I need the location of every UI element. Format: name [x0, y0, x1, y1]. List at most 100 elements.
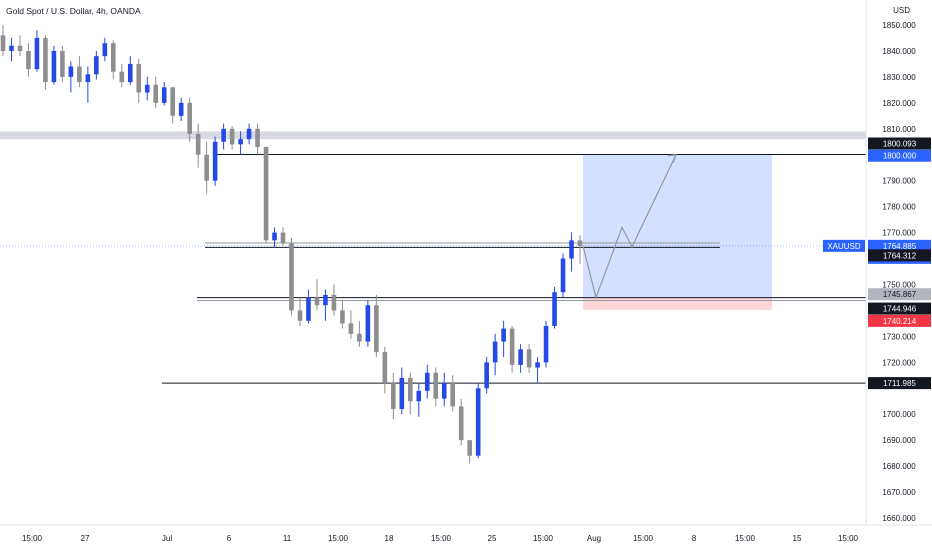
candle-body: [433, 372, 439, 399]
x-tick-label: 27: [81, 534, 90, 543]
candle-body: [9, 45, 14, 51]
candle-body: [306, 297, 311, 321]
price-label: 1740.214: [883, 317, 917, 326]
candle-body: [560, 258, 566, 293]
price-label: 1711.985: [883, 379, 916, 388]
y-tick-label: 1670.000: [882, 488, 916, 497]
candle-body: [246, 128, 252, 140]
price-label: 1800.093: [883, 139, 917, 148]
y-tick-label: 1680.000: [882, 462, 916, 471]
candle-body: [569, 240, 574, 259]
candle-body: [17, 45, 23, 51]
candle-body: [195, 133, 201, 155]
candle-body: [229, 128, 235, 145]
y-tick-label: 1830.000: [882, 73, 916, 82]
candle-body: [475, 388, 481, 456]
price-label: 1764.312: [883, 251, 917, 260]
candle-body: [365, 305, 371, 342]
candle-body: [458, 406, 464, 441]
candle-body: [212, 141, 218, 181]
candle-body: [492, 341, 498, 363]
candle-body: [348, 323, 354, 334]
x-tick-label: 15:00: [838, 534, 859, 543]
candle-body: [119, 71, 125, 83]
candle-body: [577, 240, 583, 246]
candle-body: [221, 128, 226, 142]
price-label-box: [868, 288, 931, 301]
candle-body: [51, 50, 57, 83]
candle-body: [526, 349, 532, 368]
candle-body: [357, 333, 362, 342]
price-label-box: [868, 302, 931, 315]
candle-body: [204, 154, 209, 181]
x-tick-label: 6: [227, 534, 232, 543]
x-tick-label: 8: [692, 534, 697, 543]
candle-body: [272, 232, 277, 241]
price-label-box: [823, 239, 865, 252]
price-label: 1764.885: [883, 242, 917, 251]
candle-body: [467, 440, 472, 456]
candle-body: [161, 87, 167, 103]
candle-body: [34, 37, 40, 70]
candle-body: [85, 74, 91, 83]
price-label: 1800.000: [883, 152, 917, 161]
price-label-box: [868, 137, 931, 150]
x-tick-label: 18: [385, 534, 394, 543]
candle-body: [543, 325, 549, 363]
candle-body: [43, 37, 48, 83]
y-tick-label: 1730.000: [882, 332, 916, 341]
candle-body: [484, 362, 489, 389]
projection-path: [582, 154, 677, 300]
x-tick-label: 15:00: [431, 534, 452, 543]
y-tick-label: 1840.000: [882, 47, 916, 56]
x-tick-label: 11: [283, 534, 292, 543]
candle-body: [60, 50, 65, 77]
x-tick-label: 15:00: [328, 534, 349, 543]
candle-body: [289, 242, 294, 311]
candle-body: [441, 383, 447, 399]
position-profit-zone: [583, 154, 772, 298]
x-tick-label: 25: [488, 534, 497, 543]
y-tick-label: 1820.000: [882, 99, 916, 108]
chart-title: Gold Spot / U.S. Dollar, 4h, OANDA: [6, 6, 141, 16]
price-label-box: [868, 149, 931, 162]
candle-body: [144, 84, 150, 93]
candle-body: [331, 294, 337, 311]
price-label: 1744.946: [883, 305, 917, 314]
resistance-zone: [0, 131, 866, 140]
candle-body: [187, 102, 192, 134]
candle-body: [127, 63, 133, 83]
candle-body: [407, 377, 413, 402]
candle-body: [416, 390, 422, 402]
position-stop-zone: [583, 297, 772, 310]
candle-body: [552, 292, 557, 326]
candle-body: [0, 35, 6, 51]
y-tick-label: 1770.000: [882, 229, 916, 238]
candle-body: [518, 349, 523, 365]
price-label: 1745.867: [883, 290, 917, 299]
x-tick-label: Jul: [162, 534, 172, 543]
y-tick-label: 1700.000: [882, 410, 916, 419]
candle-body: [450, 383, 456, 407]
currency-label: USD: [893, 6, 910, 15]
y-tick-label: 1750.000: [882, 280, 916, 289]
candle-body: [153, 84, 159, 103]
projection-arrowhead: [667, 154, 677, 163]
candle-body: [501, 328, 506, 342]
x-tick-label: Aug: [587, 534, 601, 543]
x-tick-label: 15:00: [22, 534, 43, 543]
y-tick-label: 1850.000: [882, 21, 916, 30]
candle-body: [111, 43, 116, 72]
candle-body: [297, 310, 303, 321]
candle-body: [68, 66, 74, 77]
candle-body: [102, 43, 108, 57]
x-tick-label: 15:00: [735, 534, 756, 543]
price-label-box: [868, 314, 931, 327]
candle-body: [391, 383, 396, 410]
y-tick-label: 1780.000: [882, 203, 916, 212]
candle-body: [255, 128, 260, 147]
candle-body: [424, 372, 430, 391]
y-tick-label: 1690.000: [882, 436, 916, 445]
